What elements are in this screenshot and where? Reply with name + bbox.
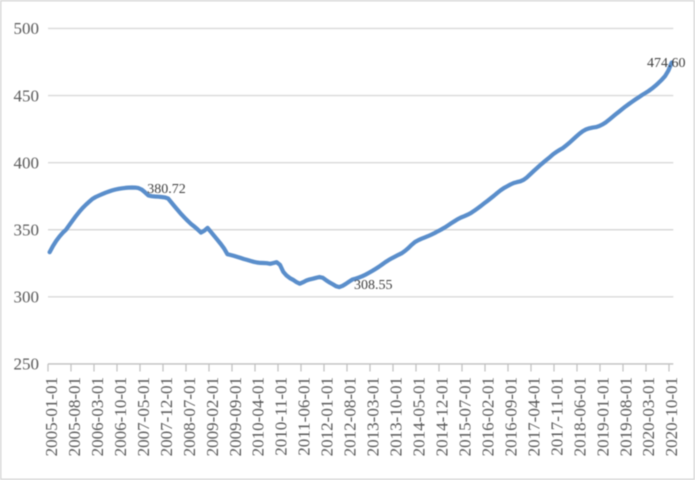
- svg-text:2005-01-01: 2005-01-01: [42, 377, 61, 456]
- svg-text:2017-04-01: 2017-04-01: [524, 377, 543, 456]
- svg-text:350: 350: [14, 220, 40, 239]
- svg-text:2013-03-01: 2013-03-01: [364, 377, 383, 456]
- svg-text:2007-05-01: 2007-05-01: [134, 377, 153, 456]
- svg-text:2007-12-01: 2007-12-01: [157, 377, 176, 456]
- svg-text:2019-08-01: 2019-08-01: [616, 377, 635, 456]
- svg-text:2008-07-01: 2008-07-01: [180, 377, 199, 456]
- svg-text:2006-10-01: 2006-10-01: [111, 377, 130, 456]
- svg-text:2009-09-01: 2009-09-01: [226, 377, 245, 456]
- svg-text:2016-09-01: 2016-09-01: [501, 377, 520, 456]
- svg-text:2020-03-01: 2020-03-01: [639, 377, 658, 456]
- svg-text:2016-02-01: 2016-02-01: [478, 377, 497, 456]
- svg-text:2012-08-01: 2012-08-01: [341, 377, 360, 456]
- svg-text:450: 450: [14, 86, 40, 105]
- svg-text:300: 300: [14, 288, 40, 307]
- svg-text:2014-05-01: 2014-05-01: [410, 377, 429, 456]
- svg-text:2005-08-01: 2005-08-01: [65, 377, 84, 456]
- svg-text:474.60: 474.60: [647, 56, 686, 71]
- svg-text:2006-03-01: 2006-03-01: [88, 377, 107, 456]
- svg-text:2018-06-01: 2018-06-01: [570, 377, 589, 456]
- svg-text:2012-01-01: 2012-01-01: [318, 377, 337, 456]
- svg-text:400: 400: [14, 153, 40, 172]
- svg-text:380.72: 380.72: [147, 182, 186, 197]
- svg-text:2019-01-01: 2019-01-01: [593, 377, 612, 456]
- svg-text:308.55: 308.55: [354, 278, 393, 293]
- svg-text:2013-10-01: 2013-10-01: [387, 377, 406, 456]
- svg-text:2017-11-01: 2017-11-01: [547, 377, 566, 456]
- svg-text:250: 250: [14, 355, 40, 374]
- svg-text:2011-06-01: 2011-06-01: [295, 377, 314, 456]
- svg-text:500: 500: [14, 19, 40, 38]
- svg-text:2014-12-01: 2014-12-01: [432, 377, 451, 456]
- svg-text:2010-04-01: 2010-04-01: [249, 377, 268, 456]
- svg-text:2009-02-01: 2009-02-01: [203, 377, 222, 456]
- svg-text:2010-11-01: 2010-11-01: [272, 377, 291, 456]
- svg-text:2020-10-01: 2020-10-01: [662, 377, 681, 456]
- svg-text:2015-07-01: 2015-07-01: [455, 377, 474, 456]
